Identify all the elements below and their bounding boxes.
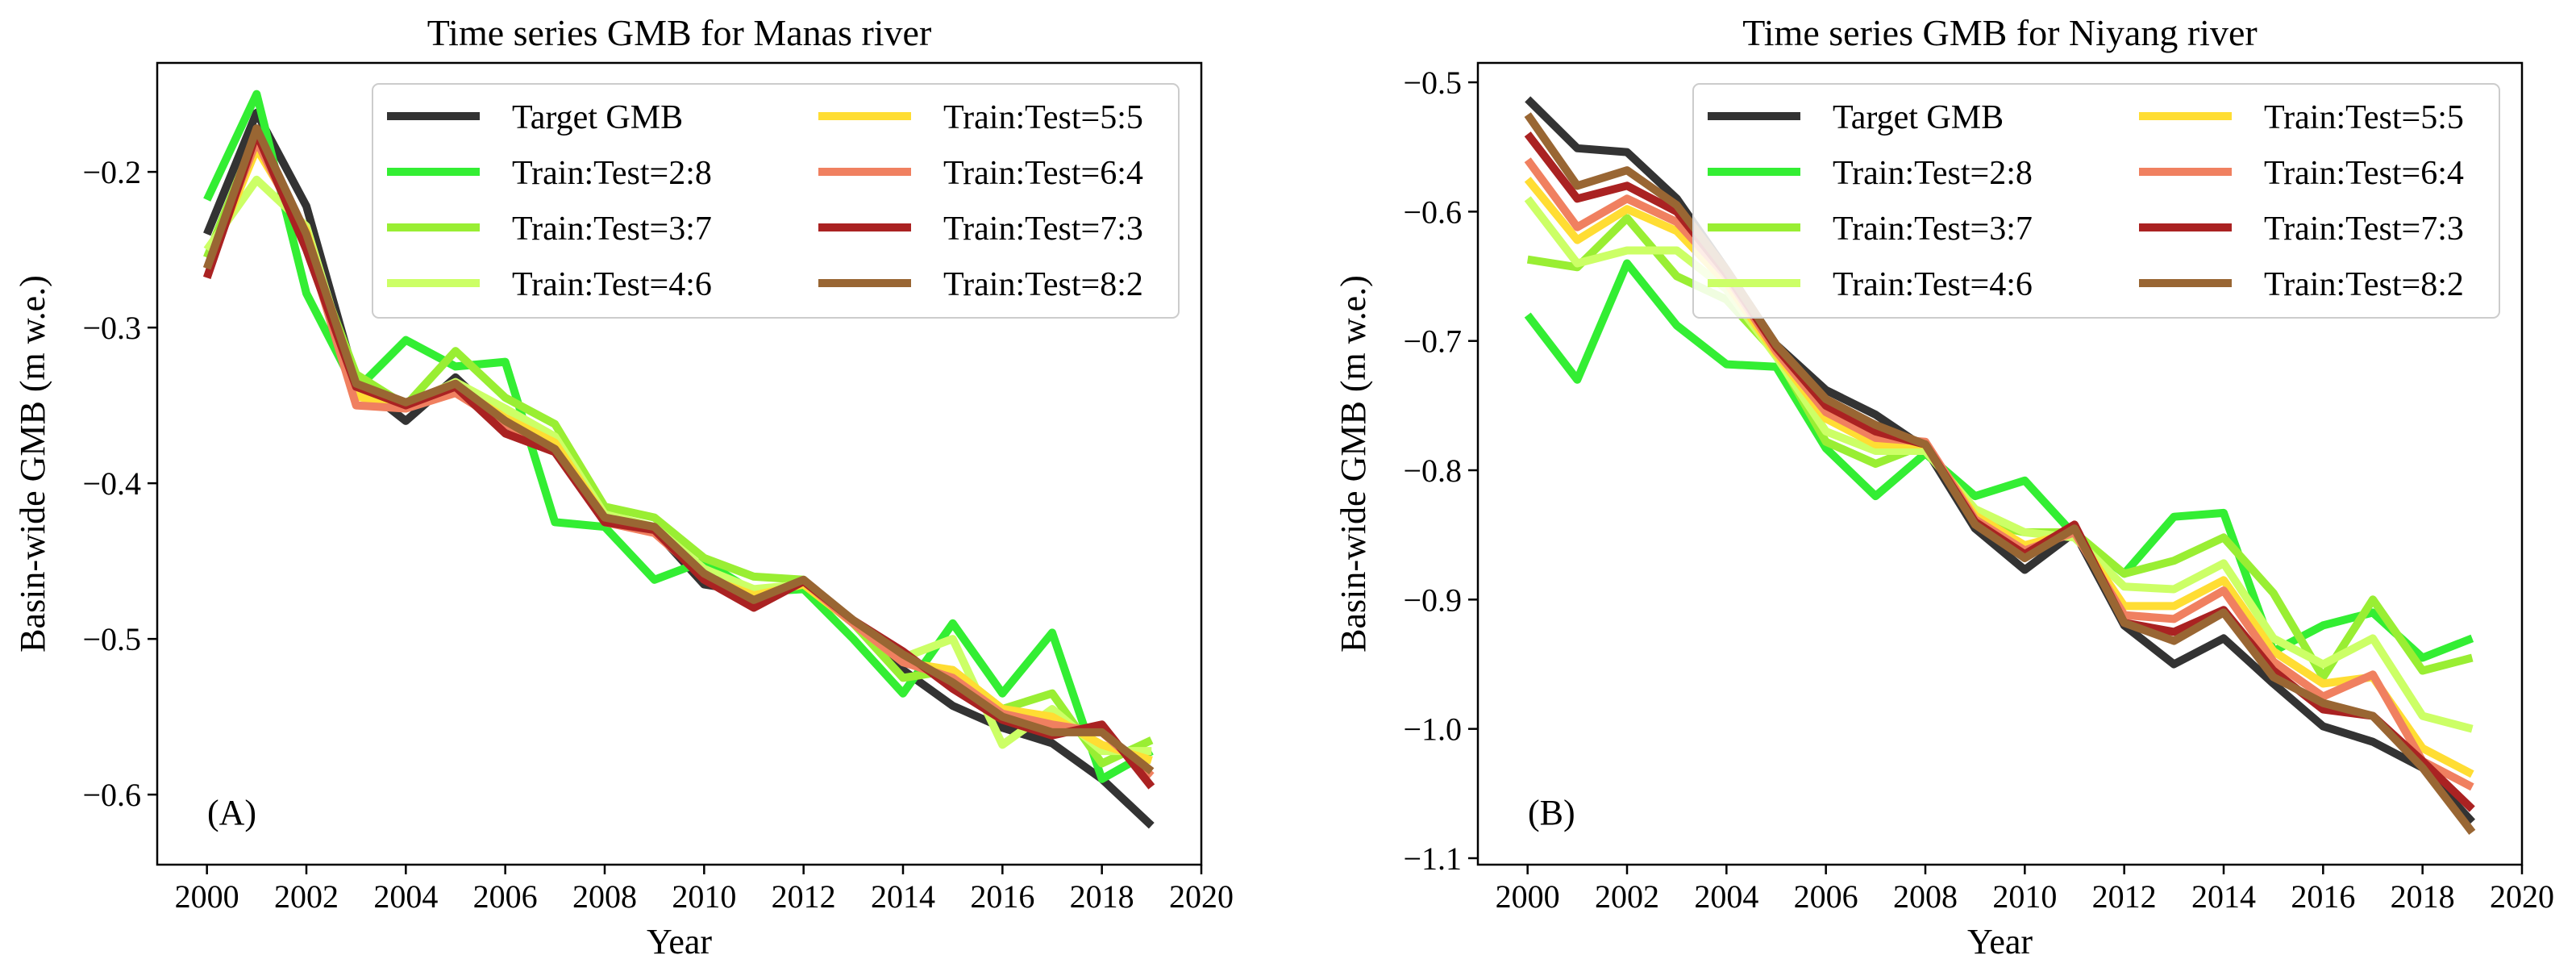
series-line-8 (1524, 112, 2476, 835)
x-tick-label: 2010 (1992, 878, 2057, 915)
series-line-4 (1524, 196, 2474, 733)
legend-label: Train:Test=8:2 (943, 266, 1143, 303)
y-tick-label: −0.5 (82, 621, 141, 657)
axes-frame (156, 61, 1203, 866)
y-tick-label: −0.6 (1403, 194, 1462, 230)
legend-label: Target GMB (512, 99, 683, 136)
x-tick-label: 2018 (2391, 878, 2455, 915)
legend-label: Train:Test=7:3 (2264, 211, 2464, 248)
series-lines (1524, 96, 2476, 835)
legend-label: Train:Test=7:3 (943, 211, 1143, 248)
x-tick-label: 2016 (2291, 878, 2355, 915)
legend-label: Train:Test=5:5 (943, 99, 1143, 136)
legend: Target GMB Train:Test=2:8 Train:Test=3:7 Tr… (1692, 83, 2500, 319)
x-tick-label: 2004 (373, 878, 438, 915)
y-tick-label: −0.7 (1403, 323, 1462, 360)
y-tick-label: −0.5 (1403, 65, 1462, 101)
x-tick-label: 2002 (1595, 878, 1659, 915)
legend-item: Train:Test=4:6 (387, 266, 712, 303)
series-lines (202, 90, 1155, 829)
y-tick-label: −1.0 (1403, 711, 1462, 748)
x-tick-label: 2018 (1070, 878, 1134, 915)
legend-label: Train:Test=5:5 (2264, 99, 2464, 136)
x-tick-label: 2000 (1496, 878, 1560, 915)
legend-label: Train:Test=6:4 (2264, 155, 2464, 192)
legend-item: Train:Test=3:7 (387, 211, 712, 248)
chart-title: Time series GMB for Niyang river (1742, 12, 2257, 53)
legend-label: Train:Test=3:7 (512, 211, 712, 248)
legend-item: Train:Test=5:5 (2139, 99, 2464, 136)
x-tick-label: 2012 (2092, 878, 2157, 915)
y-tick-label: −0.2 (82, 154, 141, 190)
legend-label: Train:Test=8:2 (2264, 266, 2464, 303)
y-tick-label: −0.6 (82, 777, 141, 813)
x-tick-label: 2020 (2490, 878, 2554, 915)
x-tick-label: 2014 (2191, 878, 2256, 915)
legend-item: Train:Test=2:8 (387, 155, 712, 192)
panel-label: (B) (1528, 793, 1575, 832)
legend-box (372, 83, 1180, 319)
x-tick-label: 2006 (473, 878, 538, 915)
x-tick-label: 2020 (1169, 878, 1234, 915)
y-tick-label: −0.4 (82, 465, 141, 502)
legend-label: Train:Test=2:8 (512, 155, 712, 192)
chart-title: Time series GMB for Manas river (427, 12, 932, 53)
chart-panel-b: 2000 2002 2004 2006 2008 2010 2012 2014 2016 2018… (1334, 12, 2554, 961)
legend: Target GMB Train:Test=2:8 Train:Test=3:7 Tr… (372, 83, 1180, 319)
x-tick-label: 2008 (572, 878, 637, 915)
legend-label: Train:Test=6:4 (943, 155, 1143, 192)
panel-label: (A) (207, 793, 256, 832)
legend-item: Target GMB (387, 99, 683, 136)
x-axis-label: Year (1967, 922, 2033, 961)
legend-label: Train:Test=3:7 (1833, 211, 2033, 248)
x-tick-label: 2014 (871, 878, 935, 915)
y-tick-label: −0.3 (82, 310, 141, 346)
legend-item: Train:Test=5:5 (818, 99, 1143, 136)
legend-item: Target GMB (1708, 99, 2004, 136)
legend-item: Train:Test=4:6 (1708, 266, 2033, 303)
legend-item: Train:Test=6:4 (818, 155, 1143, 192)
legend-item: Train:Test=7:3 (2139, 211, 2464, 248)
y-tick-label: −0.8 (1403, 452, 1462, 489)
x-tick-label: 2004 (1694, 878, 1758, 915)
legend-item: Train:Test=7:3 (818, 211, 1143, 248)
legend-item: Train:Test=8:2 (2139, 266, 2464, 303)
y-axis-label: Basin-wide GMB (m w.e.) (1334, 275, 1373, 653)
x-tick-label: 2008 (1893, 878, 1958, 915)
x-tick-label: 2006 (1794, 878, 1858, 915)
x-tick-label: 2000 (175, 878, 239, 915)
legend-item: Train:Test=3:7 (1708, 211, 2033, 248)
legend-item: Train:Test=2:8 (1708, 155, 2033, 192)
series-line-2 (1524, 259, 2474, 662)
legend-label: Train:Test=2:8 (1833, 155, 2033, 192)
x-axis-label: Year (647, 922, 712, 961)
series-line-8 (202, 124, 1155, 775)
y-tick-label: −1.1 (1403, 840, 1462, 877)
chart-panel-a: 2000 2002 2004 2006 2008 2010 2012 2014 2016 2018… (13, 12, 1234, 961)
y-axis-label: Basin-wide GMB (m w.e.) (13, 275, 52, 653)
legend-item: Train:Test=6:4 (2139, 155, 2464, 192)
legend-item: Train:Test=8:2 (818, 266, 1143, 303)
legend-label: Train:Test=4:6 (512, 266, 712, 303)
legend-label: Target GMB (1833, 99, 2004, 136)
x-tick-label: 2010 (672, 878, 736, 915)
x-tick-label: 2016 (970, 878, 1034, 915)
axes-frame (1476, 61, 2524, 866)
x-tick-label: 2012 (772, 878, 836, 915)
y-tick-label: −0.9 (1403, 582, 1462, 618)
x-tick-label: 2002 (274, 878, 339, 915)
legend-box (1692, 83, 2500, 319)
legend-label: Train:Test=4:6 (1833, 266, 2033, 303)
